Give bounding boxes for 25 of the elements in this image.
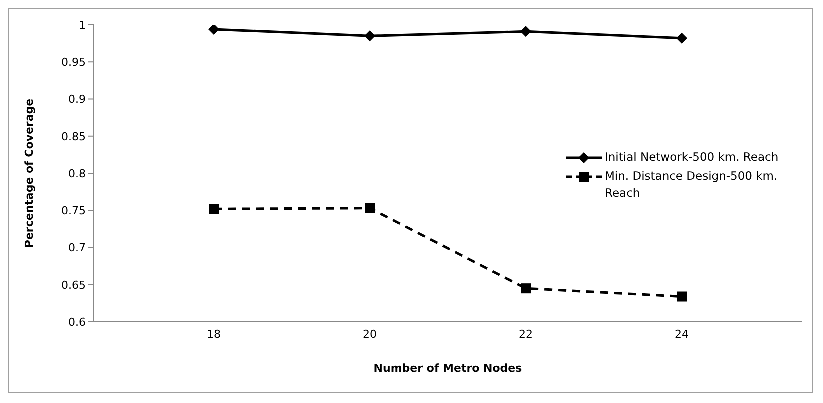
y-tick-label: 0.95 (62, 56, 86, 70)
x-tick-label: 20 (363, 328, 377, 341)
y-tick-label: 0.65 (62, 278, 86, 292)
x-tick-label: 24 (675, 328, 689, 341)
y-tick-label: 0.8 (68, 167, 86, 180)
point (677, 292, 687, 302)
x-tick-label: 22 (519, 328, 533, 341)
y-tick-label: 1 (79, 18, 86, 32)
y-tick-label: 0.6 (68, 316, 86, 329)
y-tick-label: 0.7 (68, 242, 86, 255)
point (676, 32, 688, 44)
legend-label: Initial Network-500 km. Reach (605, 149, 779, 166)
y-tick-label: 0.85 (62, 130, 86, 144)
point (521, 284, 531, 294)
x-axis-title: Number of Metro Nodes (374, 362, 523, 375)
x-tick-label: 18 (207, 328, 221, 341)
legend-label: Min. Distance Design-500 km. Reach (605, 168, 779, 202)
y-tick-label: 0.9 (68, 93, 86, 106)
point (365, 203, 375, 214)
point (209, 204, 219, 214)
y-axis-title: Percentage of Coverage (22, 98, 36, 248)
point (520, 26, 532, 38)
point (364, 30, 376, 42)
point (208, 25, 220, 35)
y-tick-label: 0.75 (62, 204, 86, 218)
